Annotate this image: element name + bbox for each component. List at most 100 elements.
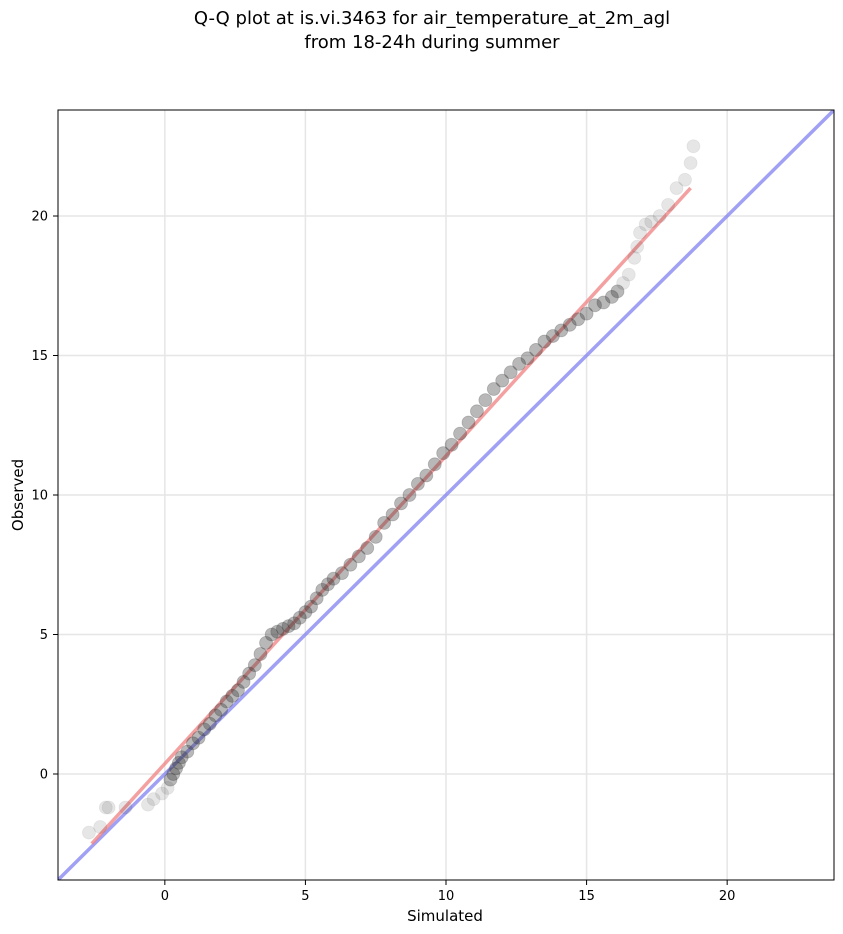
qq-point bbox=[202, 716, 217, 731]
qq-point bbox=[669, 181, 684, 196]
qq-point bbox=[141, 797, 155, 812]
x-tick-label: 0 bbox=[161, 889, 169, 904]
qq-point bbox=[545, 329, 560, 343]
qq-point bbox=[652, 209, 667, 223]
y-tick-label: 10 bbox=[31, 489, 48, 504]
qq-point bbox=[309, 591, 324, 606]
qq-point bbox=[478, 393, 493, 408]
qq-point bbox=[191, 730, 206, 745]
qq-point bbox=[616, 276, 631, 290]
qq-point bbox=[453, 426, 467, 441]
qq-point bbox=[686, 139, 701, 154]
qq-point bbox=[171, 755, 186, 770]
x-tick-label: 20 bbox=[719, 889, 736, 904]
x-axis-label: Simulated bbox=[407, 907, 483, 925]
qq-point bbox=[351, 549, 366, 564]
qq-point bbox=[82, 825, 96, 840]
qq-point bbox=[304, 599, 318, 614]
qq-point bbox=[529, 343, 543, 357]
qq-point bbox=[118, 800, 133, 815]
qq-point bbox=[146, 792, 161, 806]
qq-point bbox=[169, 761, 183, 776]
x-tick-label: 10 bbox=[438, 889, 455, 904]
plot-area bbox=[58, 110, 834, 880]
qq-point bbox=[588, 298, 602, 313]
qq-point bbox=[93, 820, 108, 834]
x-tick-label: 5 bbox=[301, 889, 309, 904]
qq-point bbox=[219, 694, 234, 709]
qq-point bbox=[225, 688, 240, 703]
x-tick-label: 15 bbox=[578, 889, 595, 904]
identity-line bbox=[58, 110, 834, 880]
y-axis-ticks: 0 5 10 15 20 bbox=[31, 210, 58, 782]
qq-point bbox=[343, 557, 358, 572]
qq-point bbox=[486, 382, 501, 396]
chart-title-line-1: Q-Q plot at is.vi.3463 for air_temperatu… bbox=[194, 8, 670, 29]
qq-point bbox=[436, 446, 451, 461]
qq-point bbox=[537, 334, 552, 349]
qq-point bbox=[242, 666, 257, 681]
y-tick-label: 5 bbox=[40, 628, 48, 643]
qq-point bbox=[627, 250, 642, 265]
qq-point bbox=[281, 619, 296, 634]
qq-point bbox=[98, 800, 113, 815]
qq-point bbox=[385, 507, 400, 522]
qq-point bbox=[276, 622, 290, 636]
qq-point bbox=[326, 571, 341, 586]
qq-point bbox=[160, 781, 175, 795]
qq-point bbox=[321, 577, 335, 592]
qq-point bbox=[174, 750, 189, 765]
qq-point bbox=[554, 323, 569, 338]
qq-point bbox=[197, 722, 212, 737]
grid-layer bbox=[58, 110, 834, 880]
y-axis-label: Observed bbox=[9, 459, 27, 531]
qq-point bbox=[410, 476, 425, 491]
qq-point bbox=[247, 658, 262, 673]
qq-point bbox=[402, 488, 417, 502]
y-tick-label: 20 bbox=[31, 210, 48, 225]
qq-point bbox=[292, 610, 307, 625]
qq-point bbox=[155, 786, 169, 801]
qq-point bbox=[683, 156, 698, 170]
y-tick-label: 0 bbox=[40, 767, 48, 782]
qq-point bbox=[503, 365, 518, 380]
qq-point bbox=[180, 744, 195, 759]
qq-point bbox=[610, 284, 625, 299]
qq-point bbox=[512, 356, 527, 371]
qq-point bbox=[163, 772, 178, 787]
qq-point bbox=[298, 605, 313, 620]
qq-point bbox=[470, 404, 484, 419]
qq-point bbox=[377, 515, 392, 530]
qq-point bbox=[231, 683, 245, 698]
qq-point bbox=[315, 582, 330, 597]
x-axis-ticks: 0 5 10 15 20 bbox=[161, 880, 736, 904]
qq-point bbox=[427, 457, 442, 472]
chart-title-line-2: from 18-24h during summer bbox=[304, 32, 560, 53]
qq-point bbox=[419, 468, 434, 483]
qq-point bbox=[101, 800, 116, 815]
qq-point bbox=[562, 317, 577, 332]
qq-point bbox=[495, 373, 510, 388]
qq-point bbox=[444, 437, 459, 452]
points-layer bbox=[82, 139, 701, 840]
qq-point bbox=[520, 351, 535, 366]
qq-point bbox=[638, 217, 653, 232]
qq-point bbox=[208, 708, 223, 723]
qq-point bbox=[596, 295, 611, 310]
qq-point bbox=[604, 290, 619, 304]
qq-point bbox=[335, 566, 349, 581]
qq-point bbox=[394, 496, 408, 511]
qq-point bbox=[579, 306, 594, 321]
qq-point bbox=[360, 541, 375, 555]
qq-point bbox=[214, 702, 228, 717]
qq-point bbox=[678, 172, 692, 187]
y-tick-label: 15 bbox=[31, 349, 48, 364]
fit-line-layer bbox=[90, 186, 692, 845]
qq-point bbox=[186, 736, 200, 751]
qq-point bbox=[287, 616, 302, 631]
qq-point bbox=[661, 197, 676, 212]
qq-point bbox=[571, 312, 586, 327]
identity-line-layer bbox=[58, 110, 834, 880]
